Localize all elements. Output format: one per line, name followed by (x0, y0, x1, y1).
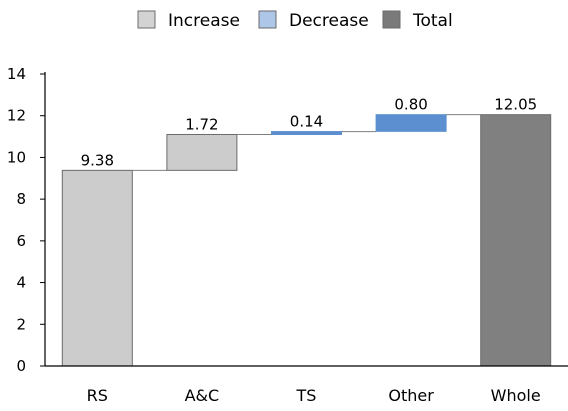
y-tick-label-10: 10 (7, 148, 26, 166)
data-label-rs: 9.38 (81, 151, 114, 169)
bar-other (375, 114, 447, 132)
bar-rs (61, 169, 133, 367)
legend-label-increase: Increase (168, 11, 240, 31)
x-tick-label-whole: Whole (491, 386, 541, 405)
legend-label-total: Total (412, 11, 453, 31)
x-tick-label-ts: TS (296, 386, 317, 405)
y-tick-label-8: 8 (16, 190, 26, 208)
data-label-whole: 12.05 (494, 96, 537, 114)
legend-swatch-total (382, 10, 401, 29)
data-label-other: 0.80 (394, 96, 427, 114)
y-tick-label-12: 12 (7, 107, 26, 125)
x-tick-label-other: Other (388, 386, 434, 405)
y-tick-label-6: 6 (16, 232, 26, 250)
legend-label-decrease: Decrease (289, 11, 369, 31)
bars (61, 114, 552, 367)
bar-a-c (166, 133, 238, 171)
data-label-ts: 0.14 (290, 113, 323, 131)
x-tick-label-a-c: A&C (185, 386, 220, 405)
legend-swatch-decrease (258, 10, 277, 29)
legend: Increase Decrease Total (137, 10, 453, 31)
axes: 0 2 4 6 8 10 12 14 RS A&C TS Other Whole (7, 65, 568, 405)
data-labels: 9.38 1.72 0.14 0.80 12.05 (81, 96, 538, 170)
bar-ts (271, 131, 342, 135)
bar-whole (480, 114, 552, 367)
y-tick-label-4: 4 (16, 274, 26, 292)
legend-swatch-increase (137, 10, 156, 29)
data-label-a-c: 1.72 (185, 115, 218, 133)
y-tick-label-14: 14 (7, 65, 26, 83)
x-tick-label-rs: RS (87, 386, 108, 405)
y-tick-label-2: 2 (16, 315, 26, 333)
connectors (132, 114, 481, 171)
y-tick-label-0: 0 (16, 357, 26, 375)
